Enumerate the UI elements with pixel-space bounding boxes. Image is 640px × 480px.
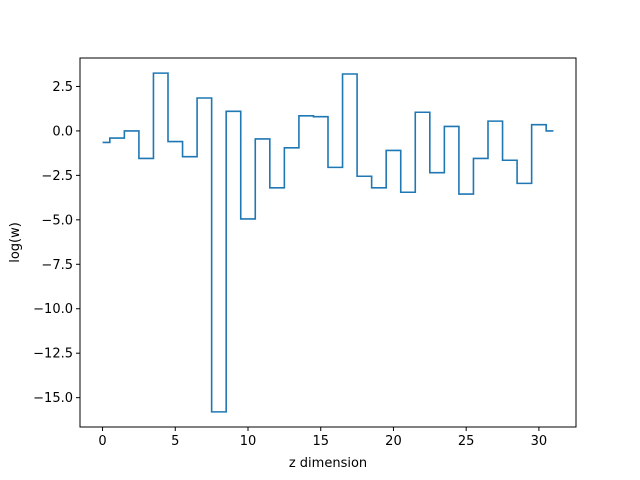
y-tick-label: −5.0 [41,213,73,228]
y-tick-label: −12.5 [33,347,73,362]
y-tick-label: −15.0 [33,391,73,406]
y-axis-label: log(w) [8,222,23,263]
y-tick-label: −7.5 [41,258,73,273]
y-tick-label: −10.0 [33,302,73,317]
x-tick-label: 25 [458,434,475,449]
x-tick-label: 20 [385,434,402,449]
x-tick-label: 10 [240,434,257,449]
x-tick-label: 15 [312,434,329,449]
series-layer [102,72,554,413]
y-tick-label: 0.0 [52,124,73,139]
axes-frame [79,57,577,428]
x-tick-label: 5 [171,434,179,449]
y-tick-label: 2.5 [52,80,73,95]
x-axis-label: z dimension [289,456,367,471]
series-line [102,72,554,413]
y-tick-label: −2.5 [41,169,73,184]
ticks: 0 5 10 15 20 25 30 2.5 0.0 −2.5 −5.0 −7.5 −10.0 −12.5… [33,80,547,449]
x-tick-label: 30 [531,434,548,449]
x-tick-label: 0 [98,434,106,449]
